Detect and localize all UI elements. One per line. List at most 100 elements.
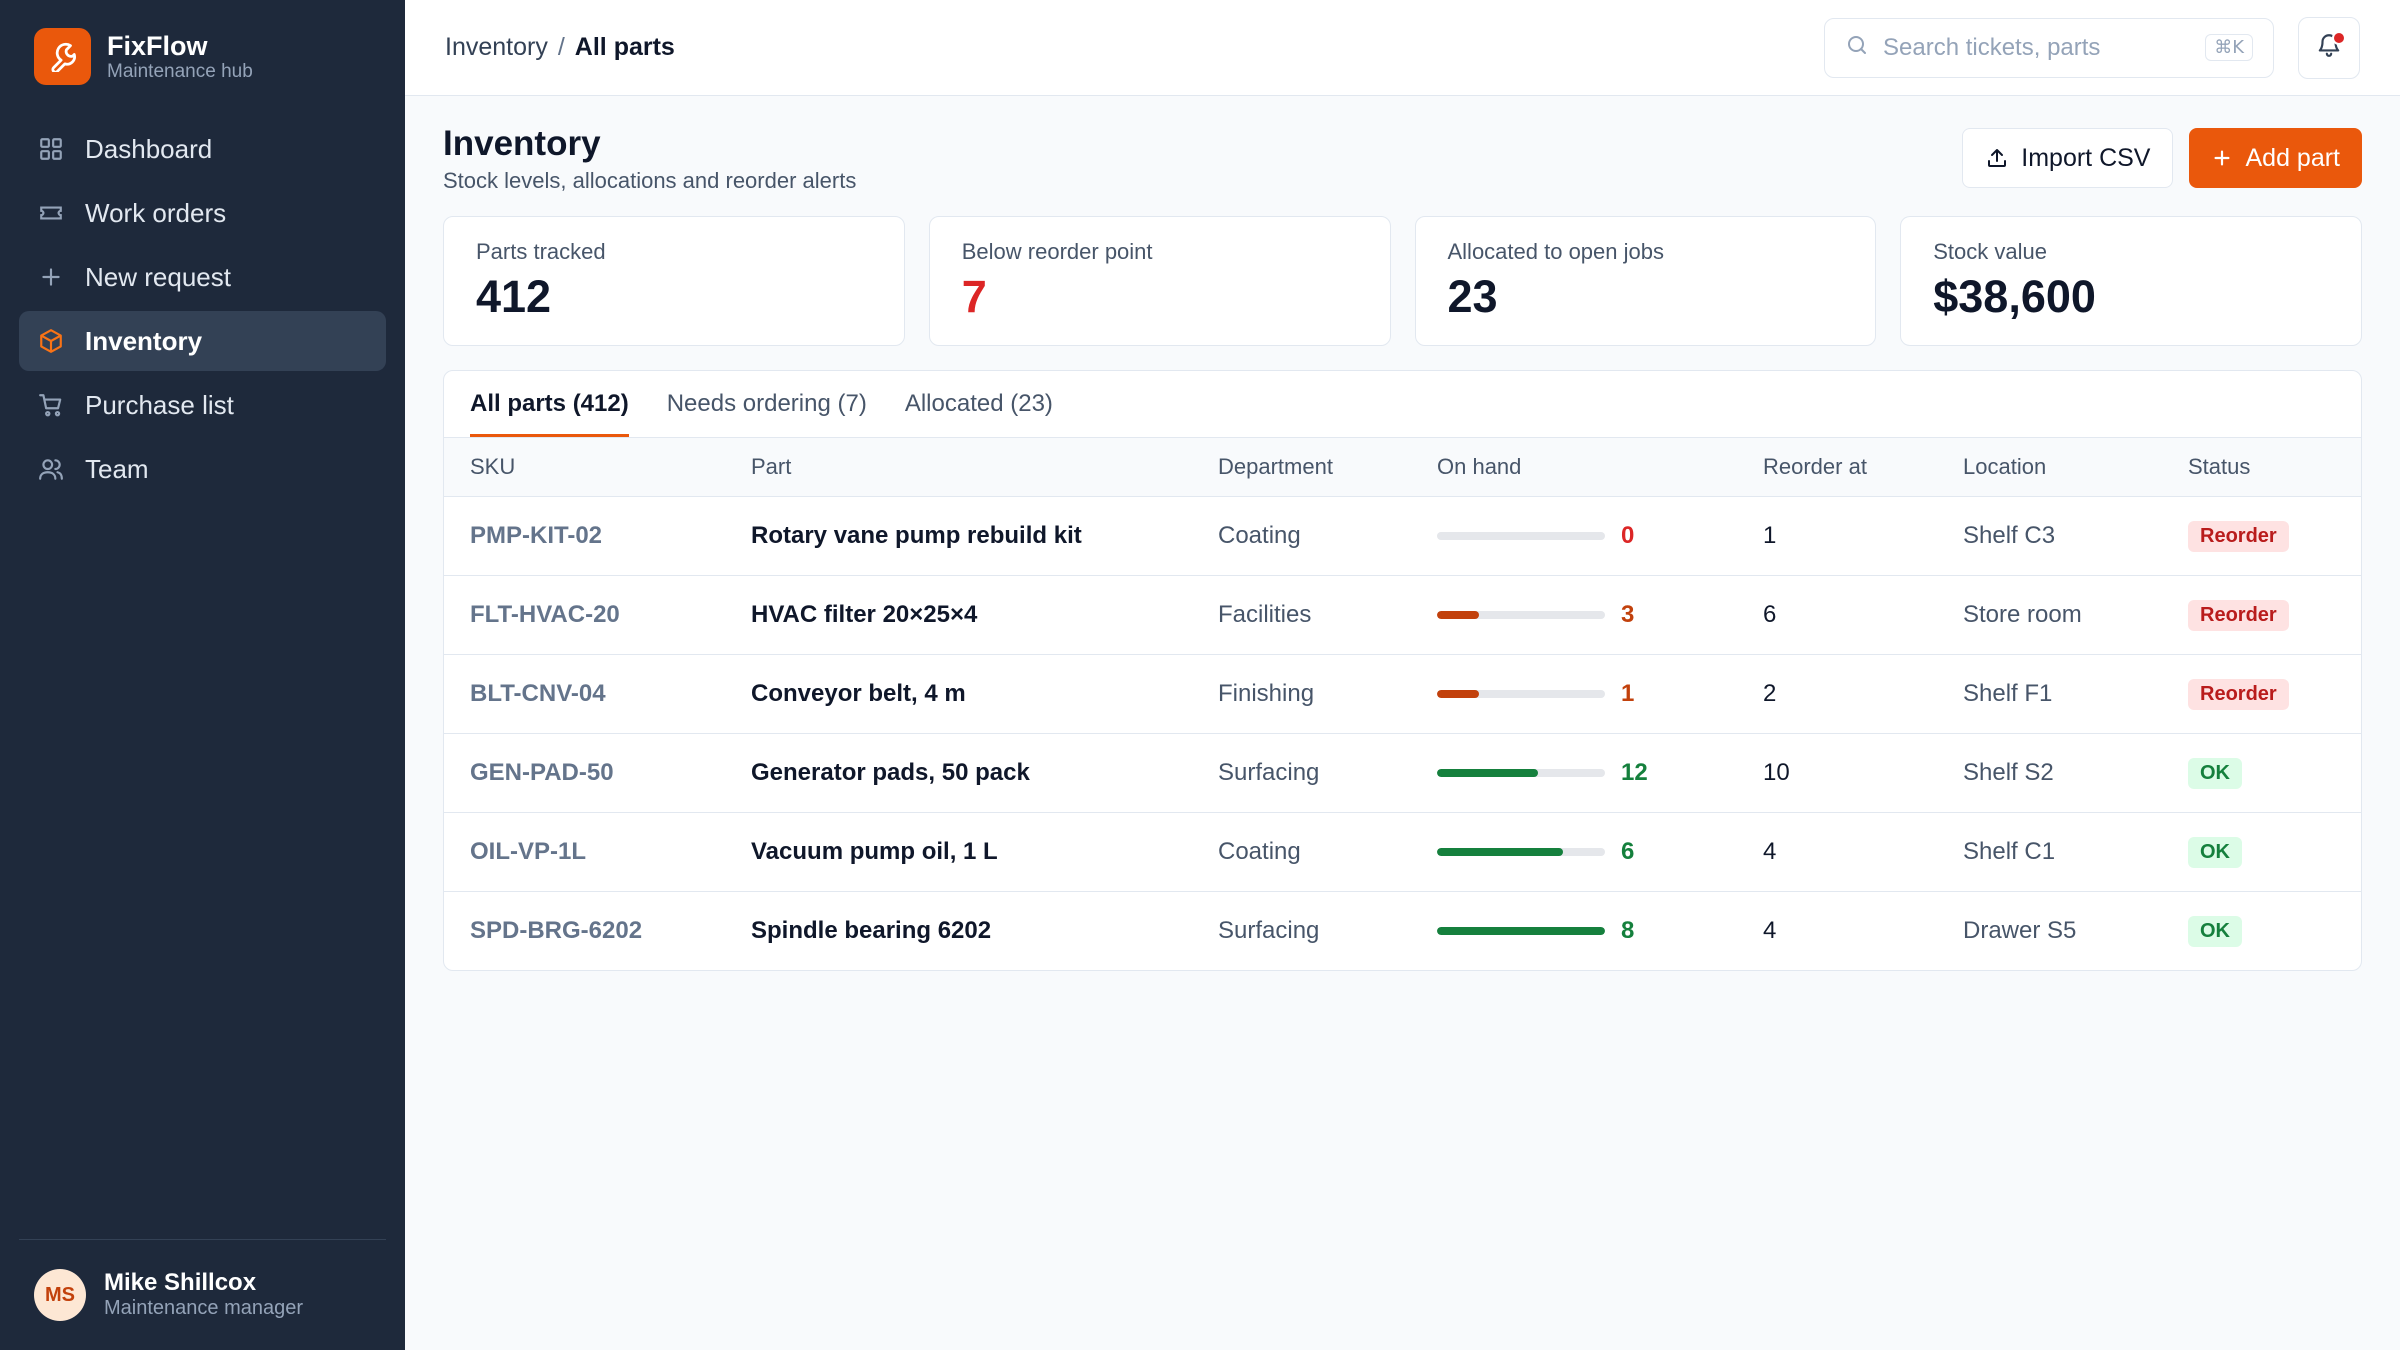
add-part-button[interactable]: Add part	[2189, 128, 2362, 188]
stock-level-fill	[1437, 611, 1479, 619]
cell-sku: BLT-CNV-04	[444, 654, 725, 734]
column-header-department[interactable]: Department	[1192, 438, 1411, 497]
sidebar-nav: Dashboard Work orders New request Invent…	[0, 119, 405, 499]
cell-part: HVAC filter 20×25×4	[725, 575, 1192, 655]
cell-on-hand: 6	[1411, 812, 1737, 892]
cell-department: Coating	[1192, 496, 1411, 576]
tab-all-parts[interactable]: All parts (412)	[470, 371, 629, 437]
breadcrumb-separator: /	[557, 33, 565, 61]
wrench-icon	[34, 28, 91, 85]
brand[interactable]: FixFlow Maintenance hub	[0, 0, 405, 113]
cell-sku: GEN-PAD-50	[444, 733, 725, 813]
cell-department: Facilities	[1192, 575, 1411, 655]
tab-allocated[interactable]: Allocated (23)	[904, 390, 1053, 417]
stat-value: 23	[1447, 271, 1498, 322]
user-profile[interactable]: MS Mike Shillcox Maintenance manager	[19, 1239, 386, 1350]
cell-location: Shelf S2	[1937, 733, 2162, 813]
sidebar-item-label: Team	[85, 453, 149, 484]
plus-icon	[2214, 150, 2231, 166]
cell-reorder-at: 4	[1737, 812, 1937, 892]
breadcrumb-parent[interactable]: Inventory	[445, 33, 548, 61]
cell-part: Spindle bearing 6202	[751, 917, 992, 944]
cell-part: Vacuum pump oil, 1 L	[725, 812, 1192, 892]
ticket-icon	[37, 199, 65, 227]
user-name: Mike Shillcox	[104, 1269, 257, 1296]
cell-on-hand: 3	[1411, 575, 1737, 655]
on-hand-qty: 3	[1621, 601, 1635, 628]
breadcrumb: Inventory / All parts	[445, 33, 675, 62]
status-badge: OK	[2188, 757, 2242, 789]
stat-card-parts-tracked: Parts tracked 412	[443, 216, 905, 346]
column-header-reorder-at[interactable]: Reorder at	[1737, 438, 1937, 497]
table-row[interactable]: FLT-HVAC-20 HVAC filter 20×25×4 Facilities…	[444, 575, 2361, 655]
column-header-on-hand[interactable]: On hand	[1411, 438, 1737, 497]
table-row[interactable]: BLT-CNV-04 Conveyor belt, 4 m Finishing 1 2 S…	[444, 654, 2361, 734]
status-badge: Reorder	[2188, 678, 2289, 710]
column-header-part[interactable]: Part	[725, 438, 1192, 497]
search-input[interactable]: Search tickets, parts ⌘K	[1824, 17, 2274, 78]
sidebar-item-team[interactable]: Team	[19, 439, 386, 499]
table-row[interactable]: GEN-PAD-50 Generator pads, 50 pack Surfaci…	[444, 733, 2361, 813]
table-row[interactable]: SPD-BRG-6202 Spindle bearing 6202 Surfacin…	[444, 892, 2361, 971]
cell-sku: OIL-VP-1L	[444, 812, 725, 892]
page-actions: Import CSV Add part	[1962, 128, 2362, 188]
sidebar-item-purchase-list[interactable]: Purchase list	[19, 375, 386, 435]
users-icon	[37, 455, 65, 483]
cell-location: Drawer S5	[1963, 917, 2077, 944]
cell-reorder-at: 1	[1737, 496, 1937, 576]
search-icon	[1845, 33, 1869, 62]
column-header-status[interactable]: Status	[2162, 438, 2361, 497]
page-content: Inventory Stock levels, allocations and …	[405, 96, 2400, 971]
cell-sku: SPD-BRG-6202	[470, 917, 643, 944]
cell-status: Reorder	[2162, 654, 2361, 734]
notifications-button[interactable]	[2298, 16, 2360, 79]
sidebar-item-label: Dashboard	[85, 133, 213, 164]
stock-level-bar	[1437, 769, 1605, 777]
page-title: Inventory	[443, 124, 601, 163]
import-csv-button[interactable]: Import CSV	[1962, 128, 2174, 188]
cell-reorder-at: 2	[1737, 654, 1937, 734]
main-area: Inventory / All parts Search tickets, pa…	[405, 0, 2400, 1350]
add-part-label: Add part	[2245, 143, 2340, 172]
page-header: Inventory Stock levels, allocations and …	[443, 96, 2362, 196]
stock-level-bar	[1437, 927, 1605, 935]
stat-value: 7	[961, 271, 987, 322]
cell-sku: PMP-KIT-02	[444, 496, 725, 576]
stat-value: 412	[476, 271, 552, 322]
cart-icon	[37, 391, 65, 419]
table-row[interactable]: OIL-VP-1L Vacuum pump oil, 1 L Coating 6 4 Sh…	[444, 812, 2361, 892]
cell-status: OK	[2162, 812, 2361, 892]
unread-dot	[2332, 30, 2346, 45]
user-role: Maintenance manager	[104, 1297, 304, 1319]
table-row[interactable]: PMP-KIT-02 Rotary vane pump rebuild kit Co…	[444, 496, 2361, 576]
parts-panel: All parts (412) Needs ordering (7) Alloc…	[443, 370, 2362, 971]
sidebar-item-inventory[interactable]: Inventory	[19, 311, 386, 371]
stock-level-bar	[1437, 611, 1605, 619]
tab-needs-ordering[interactable]: Needs ordering (7)	[666, 390, 867, 417]
on-hand-qty: 0	[1621, 522, 1635, 549]
cell-on-hand: 1	[1411, 654, 1737, 734]
tab-bar: All parts (412) Needs ordering (7) Alloc…	[444, 371, 2361, 438]
plus-icon	[37, 263, 65, 291]
cell-part: Rotary vane pump rebuild kit	[725, 496, 1192, 576]
cell-status: Reorder	[2162, 496, 2361, 576]
avatar: MS	[34, 1269, 86, 1321]
search-placeholder: Search tickets, parts	[1883, 33, 2101, 61]
on-hand-qty: 12	[1621, 759, 1648, 786]
stock-level-fill	[1437, 927, 1605, 935]
bell-icon	[2316, 32, 2342, 63]
stat-label: Below reorder point	[961, 239, 1153, 264]
cell-sku: FLT-HVAC-20	[444, 575, 725, 655]
sidebar-item-label: Inventory	[85, 325, 203, 356]
status-badge: Reorder	[2188, 599, 2289, 631]
sidebar-item-work-orders[interactable]: Work orders	[19, 183, 386, 243]
sidebar: FixFlow Maintenance hub Dashboard Work o…	[0, 0, 405, 1350]
sidebar-item-dashboard[interactable]: Dashboard	[19, 119, 386, 179]
on-hand-qty: 1	[1621, 680, 1635, 707]
parts-table: SKU Part Department On hand Reorder at L…	[444, 438, 2361, 970]
column-header-sku[interactable]: SKU	[444, 438, 725, 497]
column-header-location[interactable]: Location	[1937, 438, 2162, 497]
brand-subtitle: Maintenance hub	[107, 60, 253, 82]
sidebar-item-new-request[interactable]: New request	[19, 247, 386, 307]
sidebar-item-label: Work orders	[85, 197, 227, 228]
